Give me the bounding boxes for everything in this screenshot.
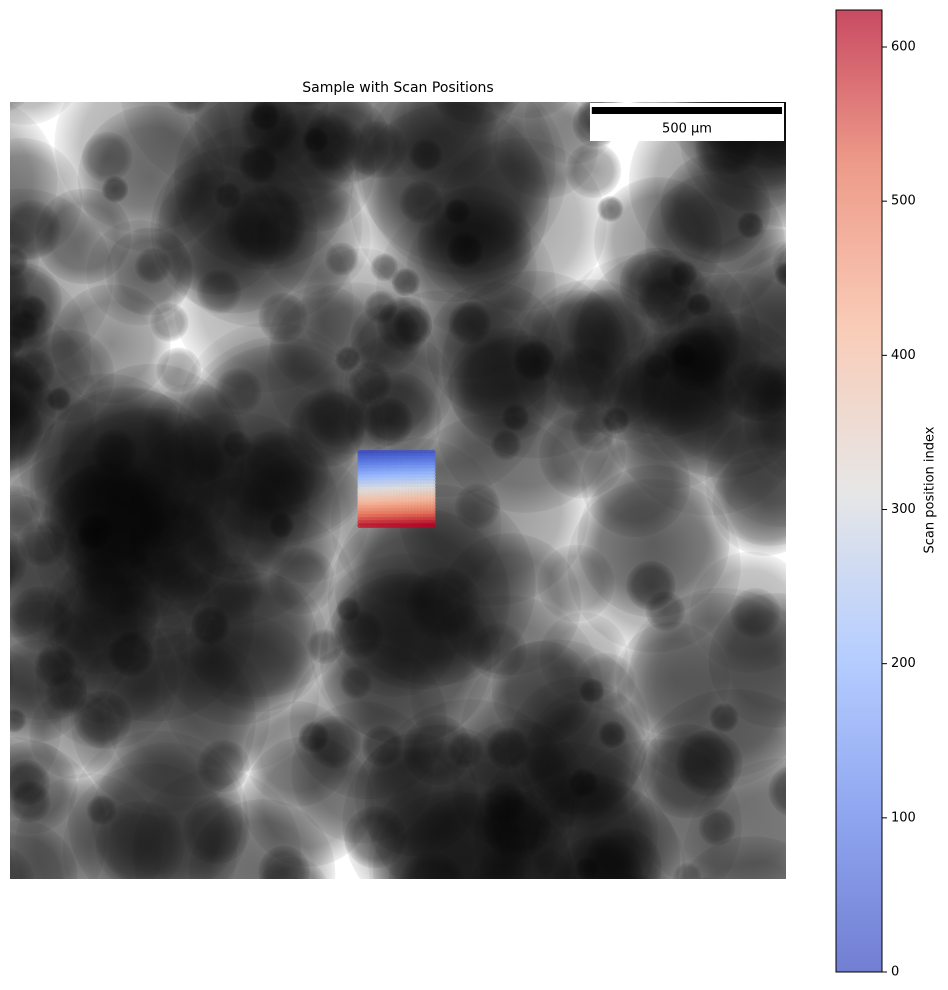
colorbar bbox=[836, 10, 882, 972]
sample-image bbox=[0, 102, 839, 932]
particle bbox=[292, 878, 301, 879]
particle bbox=[182, 344, 381, 543]
particle bbox=[10, 219, 40, 299]
particle bbox=[20, 295, 47, 322]
particle bbox=[628, 885, 675, 932]
particle bbox=[319, 573, 492, 746]
particle bbox=[354, 733, 479, 857]
scale-bar bbox=[591, 107, 782, 114]
particle bbox=[582, 355, 668, 441]
particle bbox=[508, 676, 647, 815]
particle bbox=[244, 701, 350, 807]
particle bbox=[29, 388, 228, 587]
particle bbox=[106, 633, 270, 797]
particle bbox=[214, 182, 242, 209]
particle bbox=[250, 102, 281, 132]
particle bbox=[626, 561, 676, 611]
colorbar-tick-label: 100 bbox=[891, 810, 916, 825]
particle bbox=[10, 694, 11, 705]
colorbar-tick-label: 300 bbox=[891, 502, 916, 517]
particle bbox=[610, 872, 652, 879]
particle bbox=[670, 260, 698, 288]
particle bbox=[454, 483, 501, 529]
particle bbox=[10, 759, 50, 806]
colorbar-tick-label: 500 bbox=[891, 194, 916, 209]
particle bbox=[10, 485, 41, 538]
particle bbox=[686, 292, 712, 318]
particle bbox=[334, 609, 384, 659]
colorbar-frame bbox=[835, 9, 883, 973]
particle bbox=[0, 819, 9, 853]
particle bbox=[10, 819, 78, 879]
particle bbox=[10, 364, 57, 462]
particle bbox=[188, 799, 336, 879]
particle bbox=[0, 539, 7, 600]
colorbar-tick-label: 200 bbox=[891, 656, 916, 671]
particle bbox=[441, 270, 630, 459]
particle bbox=[10, 531, 27, 591]
particle bbox=[697, 877, 714, 879]
particle bbox=[214, 897, 244, 927]
colorbar-tick-label: 0 bbox=[891, 965, 899, 980]
particle bbox=[628, 102, 786, 274]
particle bbox=[791, 668, 817, 694]
colorbar-ticks: 0 100 200 300 400 500 600 bbox=[882, 40, 916, 980]
particle bbox=[10, 658, 14, 693]
scale-bar-label: 500 µm bbox=[662, 122, 712, 137]
particle bbox=[10, 102, 26, 112]
scan-point bbox=[430, 522, 436, 529]
particle bbox=[10, 102, 72, 125]
scan-positions bbox=[357, 449, 436, 529]
particle bbox=[739, 261, 786, 361]
particle bbox=[34, 645, 76, 687]
particle bbox=[793, 187, 839, 233]
particle bbox=[450, 887, 493, 930]
particle bbox=[105, 227, 193, 316]
colorbar-tick-label: 600 bbox=[891, 40, 916, 55]
scale-bar-line bbox=[591, 107, 782, 114]
colorbar-label: Scan position index bbox=[923, 426, 938, 553]
colorbar-tick-label: 400 bbox=[891, 348, 916, 363]
particle bbox=[676, 730, 743, 797]
particle bbox=[251, 109, 375, 233]
particle bbox=[101, 176, 129, 203]
particle bbox=[678, 836, 786, 879]
particle bbox=[791, 821, 815, 845]
particle bbox=[501, 403, 530, 432]
chart-title: Sample with Scan Positions bbox=[302, 80, 493, 96]
particle bbox=[292, 102, 322, 107]
particle bbox=[301, 248, 422, 368]
